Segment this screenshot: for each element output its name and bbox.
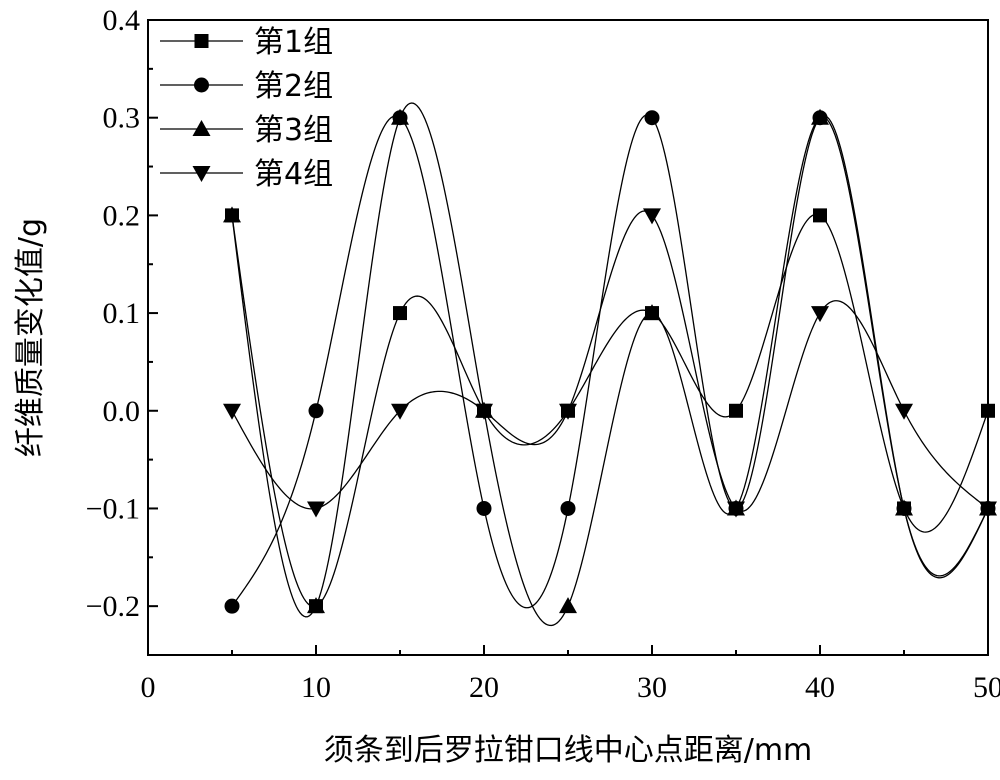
- x-tick-label: 30: [637, 671, 667, 704]
- legend-label: 第3组: [254, 113, 333, 148]
- series-3-point: [895, 499, 913, 516]
- y-tick-label: 0.3: [103, 102, 141, 135]
- series-4-point: [727, 501, 745, 518]
- series-4-point: [811, 306, 829, 323]
- series-4-curve: [231, 210, 989, 512]
- series-3-point: [559, 597, 577, 614]
- series-2-point: [308, 403, 324, 419]
- x-tick-label: 20: [469, 671, 499, 704]
- series-2-curve: [231, 114, 989, 609]
- series-3-point: [643, 304, 661, 321]
- x-axis-ticks: 0 10 20 30 40 50: [141, 645, 1000, 704]
- legend-label: 第1组: [254, 25, 333, 60]
- series-4-point: [475, 403, 493, 420]
- series-curves: [231, 102, 989, 627]
- y-axis-ticks: −0.2 −0.1 0.0 0.1 0.2 0.3 0.4: [86, 4, 158, 623]
- y-tick-label: 0.0: [103, 395, 141, 428]
- series-3-point: [223, 206, 241, 223]
- series-1-point: [729, 403, 743, 418]
- series-4-point: [895, 403, 913, 420]
- series-2-point: [476, 500, 492, 516]
- legend-marker: [192, 166, 211, 182]
- series-3-point: [811, 108, 829, 125]
- x-axis-title: 须条到后罗拉钳口线中心点距离/mm: [324, 733, 813, 768]
- x-tick-label: 10: [301, 671, 331, 704]
- series-2-point: [644, 110, 660, 126]
- x-tick-label: 0: [141, 671, 156, 704]
- series-3-point: [307, 597, 325, 614]
- legend-label: 第2组: [254, 69, 333, 104]
- series-1-point: [981, 403, 995, 418]
- series-2-point: [224, 598, 240, 614]
- series-4-point: [223, 403, 241, 420]
- y-axis-title: 纤维质量变化值/g: [13, 218, 48, 457]
- y-tick-label: 0.2: [103, 199, 141, 232]
- series-4-point: [307, 501, 325, 518]
- y-tick-label: 0.1: [103, 297, 141, 330]
- legend-label: 第4组: [254, 157, 333, 192]
- x-tick-label: 50: [973, 671, 1000, 704]
- legend-marker: [194, 34, 209, 48]
- series-3-curve: [231, 102, 989, 627]
- y-tick-label: −0.1: [86, 492, 140, 525]
- series-4-point: [979, 501, 997, 518]
- series-1-curve: [231, 213, 989, 608]
- legend-marker: [194, 77, 209, 93]
- series-3-point: [391, 108, 409, 125]
- series-4-point: [391, 403, 409, 420]
- legend-marker: [192, 120, 211, 136]
- x-tick-label: 40: [805, 671, 835, 704]
- series-markers: [223, 108, 997, 614]
- plot-area: 0 10 20 30 40 50 −0.2 −0.1 0.0 0.1 0.2 0.3 0.4: [86, 4, 1000, 704]
- series-1-point: [813, 208, 827, 223]
- series-4-point: [643, 208, 661, 225]
- y-tick-label: 0.4: [103, 4, 141, 37]
- y-tick-label: −0.2: [86, 590, 140, 623]
- series-4-point: [559, 403, 577, 420]
- series-2-point: [560, 500, 576, 516]
- series-1-point: [393, 306, 407, 321]
